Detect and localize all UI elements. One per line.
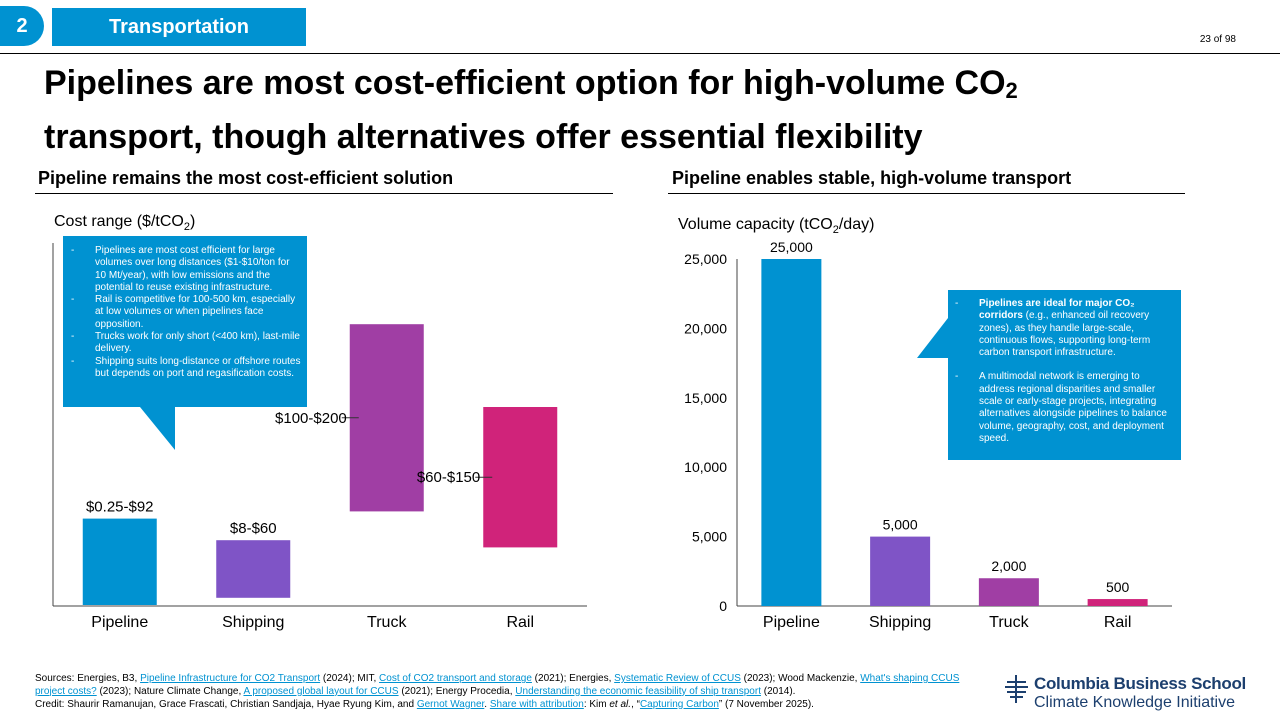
footer-text: (2024); MIT, bbox=[320, 673, 380, 684]
sources-footer: Sources: Energies, B3, Pipeline Infrastr… bbox=[35, 673, 975, 711]
source-link[interactable]: Cost of CO2 transport and storage bbox=[379, 673, 532, 684]
credit-text: Credit: Shaurir Ramanujan, Grace Frascat… bbox=[35, 698, 417, 710]
cost-axis-label-end: ) bbox=[189, 213, 196, 230]
right-panel-heading: Pipeline enables stable, high-volume tra… bbox=[672, 168, 1072, 188]
volume-y-tick-label: 15,000 bbox=[684, 390, 727, 406]
cost-value-label-truck: $100-$200 bbox=[275, 410, 347, 427]
section-tab: Transportation bbox=[52, 8, 306, 46]
right-panel-rule bbox=[668, 193, 1185, 194]
footer-text: (2021); Energy Procedia, bbox=[398, 685, 516, 697]
source-link[interactable]: What's shaping CCUS project costs? bbox=[35, 673, 960, 697]
volume-axis-label-text: Volume capacity (tCO bbox=[678, 216, 833, 233]
volume-category-label-rail: Rail bbox=[1104, 614, 1132, 631]
volume-value-label-pipeline: 25,000 bbox=[770, 239, 813, 255]
source-link[interactable]: A proposed global layout for CCUS bbox=[243, 685, 399, 697]
volume-bar-pipeline bbox=[761, 259, 822, 606]
page-indicator: 23 of 98 bbox=[1199, 34, 1236, 45]
right-callout-text: (e.g., enhanced oil recovery zones), as … bbox=[979, 310, 1151, 359]
section-number-badge: 2 bbox=[0, 6, 44, 46]
footer-text: (2023); Nature Climate Change, bbox=[96, 685, 244, 697]
cost-bar-rail bbox=[483, 407, 558, 548]
report-link[interactable]: Capturing Carbon bbox=[639, 698, 719, 710]
left-panel-rule bbox=[35, 193, 613, 194]
cost-value-label-shipping: $8-$60 bbox=[230, 520, 277, 537]
left-callout-item: Rail is competitive for 100-500 km, espe… bbox=[71, 294, 303, 331]
credit-text-italic: et al. bbox=[609, 698, 632, 710]
right-callout: Pipelines are ideal for major CO₂ corrid… bbox=[955, 298, 1170, 445]
volume-value-label-shipping: 5,000 bbox=[883, 517, 918, 533]
page-title: Pipelines are most cost-efficient option… bbox=[44, 60, 1224, 160]
cost-category-label-truck: Truck bbox=[367, 614, 407, 631]
cost-category-label-pipeline: Pipeline bbox=[91, 614, 148, 631]
volume-y-tick-label: 0 bbox=[719, 598, 727, 614]
title-line-2: transport, though alternatives offer ess… bbox=[44, 118, 923, 156]
volume-y-tick-label: 20,000 bbox=[684, 320, 727, 336]
cost-marks: Pipeline $0.25-$92 Shipping $8-$60 Truck $100… bbox=[82, 324, 558, 631]
columbia-logo: Columbia Business School Climate Knowled… bbox=[1004, 672, 1264, 716]
volume-category-label-pipeline: Pipeline bbox=[763, 614, 820, 631]
volume-axis-label: Volume capacity (tCO2/day) bbox=[678, 216, 874, 236]
credit-text: , “ bbox=[631, 698, 640, 710]
volume-category-label-shipping: Shipping bbox=[869, 614, 931, 631]
volume-marks: 0 5,000 10,000 15,000 20,000 25,000 25,000 Pipe… bbox=[684, 239, 1148, 631]
source-link[interactable]: Understanding the economic feasibility o… bbox=[515, 685, 761, 697]
right-callout-item: Pipelines are ideal for major CO₂ corrid… bbox=[955, 298, 1170, 359]
left-callout-item: Trucks work for only short (<400 km), la… bbox=[71, 331, 303, 356]
volume-category-label-truck: Truck bbox=[989, 614, 1029, 631]
volume-bar-shipping bbox=[870, 536, 931, 606]
footer-text: (2014). bbox=[760, 685, 796, 697]
volume-y-tick-label: 25,000 bbox=[684, 251, 727, 267]
cost-value-label-rail: $60-$150 bbox=[417, 469, 480, 486]
left-callout: Pipelines are most cost efficient for la… bbox=[71, 245, 303, 380]
volume-axis-label-end: /day) bbox=[838, 216, 875, 233]
volume-y-tick-label: 10,000 bbox=[684, 459, 727, 475]
right-callout-item: A multimodal network is emerging to addr… bbox=[955, 371, 1170, 445]
title-subscript: 2 bbox=[1005, 78, 1018, 103]
left-callout-item: Pipelines are most cost efficient for la… bbox=[71, 245, 303, 294]
right-callout-emphasis: Pipelines are ideal for major CO₂ corrid… bbox=[979, 298, 1135, 322]
author-link[interactable]: Gernot Wagner bbox=[416, 698, 485, 710]
cost-bar-shipping bbox=[216, 540, 291, 598]
volume-bar-truck bbox=[978, 578, 1039, 606]
footer-text: Sources: Energies, B3, bbox=[35, 673, 141, 684]
footer-text: (2021); Energies, bbox=[531, 673, 615, 684]
cost-category-label-rail: Rail bbox=[506, 614, 534, 631]
columbia-crown-icon bbox=[1005, 675, 1028, 703]
credit-text: : Kim bbox=[583, 698, 610, 710]
logo-name: Columbia Business School bbox=[1034, 674, 1246, 693]
credit-text: ” (7 November 2025). bbox=[718, 698, 814, 710]
source-link[interactable]: Systematic Review of CCUS bbox=[614, 673, 741, 684]
credit-text: . bbox=[484, 698, 490, 710]
attribution-link[interactable]: Share with attribution bbox=[489, 698, 584, 710]
cost-bar-truck bbox=[349, 324, 424, 512]
cost-bar-pipeline bbox=[82, 518, 157, 605]
footer-text: (2023); Wood Mackenzie, bbox=[740, 673, 861, 684]
cost-value-label-pipeline: $0.25-$92 bbox=[86, 499, 154, 516]
volume-bar-rail bbox=[1087, 599, 1148, 606]
volume-y-tick-label: 5,000 bbox=[692, 529, 727, 545]
cost-axis-label: Cost range ($/tCO2) bbox=[54, 213, 195, 233]
source-link[interactable]: Pipeline Infrastructure for CO2 Transpor… bbox=[140, 673, 321, 684]
volume-value-label-truck: 2,000 bbox=[991, 558, 1026, 574]
logo-subtitle: Climate Knowledge Initiative bbox=[1034, 694, 1235, 711]
title-line-1: Pipelines are most cost-efficient option… bbox=[44, 60, 1224, 114]
cost-axis-label-sub: 2 bbox=[183, 221, 190, 234]
left-callout-item: Shipping suits long-distance or offshore… bbox=[71, 356, 303, 381]
cost-axis-label-text: Cost range ($/tCO bbox=[54, 213, 184, 230]
cost-category-label-shipping: Shipping bbox=[222, 614, 284, 631]
header-divider bbox=[0, 53, 1280, 54]
volume-value-label-rail: 500 bbox=[1106, 579, 1130, 595]
title-line-1-text: Pipelines are most cost-efficient option… bbox=[44, 64, 1006, 102]
volume-axis-label-sub: 2 bbox=[832, 224, 839, 237]
left-panel-heading: Pipeline remains the most cost-efficient… bbox=[38, 168, 454, 188]
